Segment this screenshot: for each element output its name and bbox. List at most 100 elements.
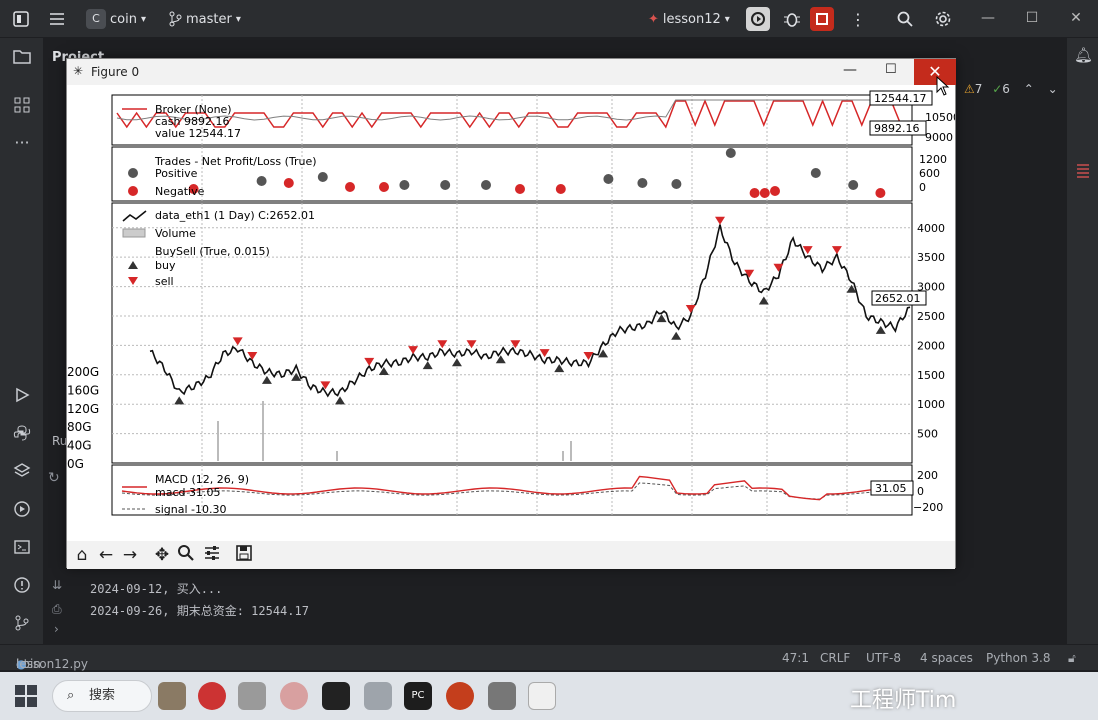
database-icon[interactable]	[1075, 162, 1091, 178]
negative-trade-dot	[770, 186, 780, 196]
run-tool-icon[interactable]	[11, 386, 33, 408]
lock-icon[interactable]: 🔓︎	[1068, 651, 1076, 665]
back-icon[interactable]: ←	[98, 545, 114, 565]
price-tick-label: 1000	[917, 398, 945, 411]
run-tool-label[interactable]: Ru	[52, 434, 68, 448]
price-tick-label: 500	[917, 428, 938, 441]
price-grid	[112, 203, 912, 463]
app-icon[interactable]	[488, 682, 516, 710]
forward-icon[interactable]: →	[122, 545, 138, 565]
start-icon[interactable]	[14, 684, 38, 712]
taskbar-search[interactable]: ⌕ 搜索	[52, 680, 152, 712]
price-axes	[111, 202, 913, 464]
minimize-icon[interactable]: —	[843, 62, 857, 78]
pan-icon[interactable]: ✥	[154, 545, 170, 565]
problems-summary[interactable]: ⚠7 ✓6 ⌃ ⌄	[964, 82, 1058, 96]
volume-tick-label: 200G	[67, 365, 99, 379]
scroll-end-icon[interactable]: ⇊	[52, 578, 63, 592]
console-line: 2024-09-12, 买入...	[90, 582, 223, 596]
hamburger-menu-icon[interactable]	[48, 9, 66, 29]
problems-icon[interactable]	[11, 576, 33, 598]
chrome-icon[interactable]	[198, 682, 226, 710]
negative-marker	[128, 186, 138, 196]
figure-app-icon[interactable]	[528, 682, 556, 710]
app-icon[interactable]	[322, 682, 350, 710]
app-menu-icon[interactable]	[12, 9, 30, 29]
terminal-icon[interactable]	[11, 538, 33, 560]
sell-marker	[744, 269, 755, 278]
app-icon[interactable]	[280, 682, 308, 710]
save-icon[interactable]	[233, 544, 255, 566]
maximize-icon[interactable]: ☐	[885, 62, 897, 77]
more-tools-icon[interactable]: ···	[14, 133, 30, 152]
project-folder-icon[interactable]	[11, 48, 33, 70]
buy-marker	[378, 367, 389, 376]
chevron-down-icon[interactable]: ⌄	[1047, 82, 1058, 96]
volume-bar	[336, 451, 338, 461]
print-icon[interactable]: ⎙	[52, 602, 62, 616]
zoom-icon[interactable]	[175, 544, 197, 566]
structure-icon[interactable]	[11, 96, 33, 118]
negative-trade-dot	[555, 184, 566, 194]
sell-marker	[685, 304, 696, 313]
debug-button[interactable]	[780, 7, 804, 31]
search-everywhere-icon[interactable]	[896, 9, 914, 29]
macd-tick: 200	[917, 469, 938, 482]
warning-icon: ⚠	[964, 82, 975, 96]
more-actions-icon[interactable]: ⋮	[850, 9, 866, 29]
breadcrumb-item[interactable]: coin	[16, 657, 41, 671]
settings-gear-icon[interactable]	[934, 9, 952, 29]
breadcrumb-item[interactable]: bt	[16, 657, 29, 671]
layers-icon[interactable]	[11, 462, 33, 484]
volume-legend-swatch	[122, 228, 146, 238]
run-config-selector[interactable]: ✦ lesson12 ▾	[648, 9, 730, 29]
configure-icon[interactable]	[201, 544, 223, 566]
close-icon[interactable]: ✕	[1070, 10, 1082, 26]
sell-triangle-icon	[128, 277, 138, 285]
sell-marker	[437, 340, 448, 349]
notifications-bell-icon[interactable]: 🔔︎	[1074, 46, 1094, 64]
file-encoding[interactable]: UTF-8	[866, 651, 901, 665]
volume-bar	[217, 421, 219, 461]
broker-legend-title: Broker (None)	[155, 103, 232, 116]
branch-switcher[interactable]: master ▾	[168, 9, 241, 29]
pycharm-icon[interactable]: PC	[404, 682, 432, 710]
run-config-icon: ✦	[648, 11, 659, 27]
cursor-position[interactable]: 47:1	[782, 651, 809, 665]
minimize-icon[interactable]: —	[981, 10, 995, 26]
positive-trade-dot	[317, 172, 328, 182]
close-icon[interactable]: ✕	[914, 59, 956, 85]
buy-marker	[846, 284, 857, 293]
app-icon[interactable]	[238, 682, 266, 710]
git-icon[interactable]	[11, 614, 33, 636]
chevron-up-icon[interactable]: ⌃	[1023, 82, 1034, 96]
file-explorer-icon[interactable]	[158, 682, 186, 710]
buy-marker	[495, 355, 506, 364]
rerun-button[interactable]	[746, 7, 770, 31]
project-switcher[interactable]: C coin ▾	[86, 9, 146, 29]
indent-setting[interactable]: 4 spaces	[920, 651, 973, 665]
sell-marker	[232, 337, 243, 346]
breadcrumb-item[interactable]: lesson12.py	[16, 657, 88, 671]
services-icon[interactable]	[11, 500, 33, 522]
powerpoint-icon[interactable]	[446, 682, 474, 710]
expand-chevron-icon[interactable]: ›	[54, 622, 59, 636]
home-icon[interactable]: ⌂	[76, 545, 88, 565]
stop-button[interactable]	[810, 7, 834, 31]
python-interpreter[interactable]: Python 3.8	[986, 651, 1051, 665]
python-console-icon[interactable]	[11, 424, 33, 446]
line-ending[interactable]: CRLF	[820, 651, 851, 665]
rerun-small-icon[interactable]: ↻	[48, 470, 60, 486]
chart-app-icon[interactable]	[364, 682, 392, 710]
price-legend-sell: sell	[155, 275, 174, 288]
chevron-down-icon: ▾	[235, 13, 241, 25]
sell-marker	[320, 381, 331, 390]
price-legend: data_eth1 (1 Day) C:2652.01 Volume BuySe…	[122, 209, 315, 288]
trades-tick: 0	[919, 181, 926, 194]
macd-legend: MACD (12, 26, 9) macd 31.05 signal -10.3…	[122, 473, 249, 516]
macd-legend-signal: signal -10.30	[155, 503, 227, 516]
trades-legend-positive: Positive	[155, 167, 198, 180]
negative-trade-dot	[379, 182, 389, 192]
maximize-icon[interactable]: ☐	[1025, 10, 1039, 26]
search-icon: ⌕	[67, 688, 75, 703]
